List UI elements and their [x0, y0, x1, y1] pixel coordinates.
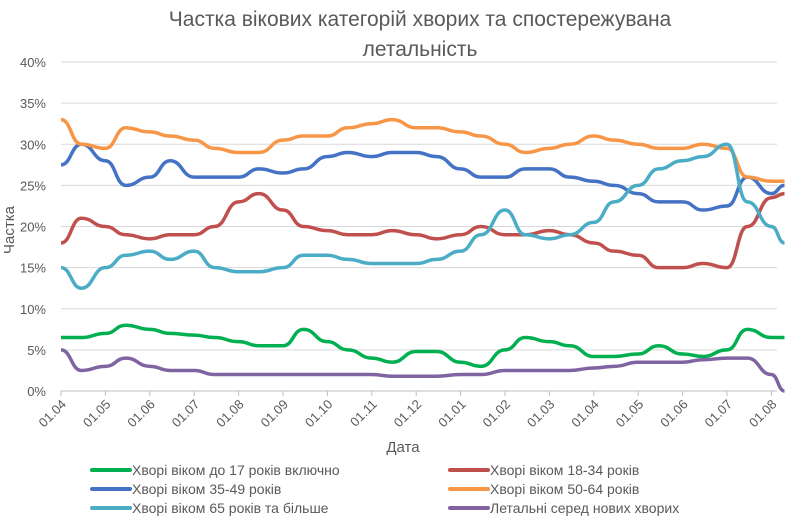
legend-label: Хворі віком 35-49 років	[132, 481, 281, 497]
y-axis-label: Частка	[1, 205, 18, 254]
x-tick-label: 01.10	[302, 397, 336, 431]
x-tick-label: 01.09	[258, 397, 292, 431]
chart-title-line-2: летальність	[363, 38, 478, 61]
series-line-1	[60, 191, 785, 270]
legend-label: Летальні серед нових хворих	[490, 500, 679, 516]
legend-label: Хворі віком 50-64 років	[490, 481, 639, 497]
x-tick-label: 01.06	[657, 397, 691, 431]
y-tick-label: 40%	[20, 55, 46, 70]
legend-label: Хворі віком до 17 років включно	[132, 462, 340, 478]
x-tick-label: 01.06	[124, 397, 158, 431]
legend-label: Хворі віком 65 років та більше	[132, 500, 329, 516]
x-tick-label: 01.07	[169, 397, 203, 431]
x-tick-label: 01.11	[347, 397, 380, 430]
y-tick-label: 30%	[20, 137, 46, 152]
legend-label: Хворі віком 18-34 років	[490, 462, 639, 478]
series-line-2	[60, 142, 785, 212]
y-tick-label: 15%	[20, 261, 46, 276]
series-line-5	[60, 348, 786, 393]
x-tick-label: 01.05	[80, 397, 114, 431]
chart-title-line-1: Частка вікових категорій хворих та спост…	[169, 8, 672, 31]
x-tick-label: 01.07	[702, 397, 736, 431]
y-tick-label: 0%	[27, 384, 46, 399]
y-tick-label: 10%	[20, 302, 46, 317]
series-line-4	[60, 142, 786, 290]
y-tick-label: 5%	[27, 343, 46, 358]
y-tick-label: 20%	[20, 220, 46, 235]
y-tick-label: 25%	[20, 178, 46, 193]
x-tick-label: 01.02	[480, 397, 514, 431]
x-tick-label: 01.03	[524, 397, 558, 431]
series-line-3	[60, 117, 785, 184]
x-axis-label: Дата	[386, 439, 420, 456]
x-tick-label: 01.04	[36, 397, 70, 431]
x-tick-label: 01.04	[568, 397, 602, 431]
x-tick-label: 01.08	[213, 397, 247, 431]
y-tick-label: 35%	[20, 96, 46, 111]
x-tick-label: 01.01	[435, 397, 469, 431]
x-tick-label: 01.05	[613, 397, 647, 431]
x-tick-label: 01.08	[746, 397, 780, 431]
x-tick-label: 01.12	[391, 397, 425, 431]
series-line-0	[61, 323, 785, 369]
